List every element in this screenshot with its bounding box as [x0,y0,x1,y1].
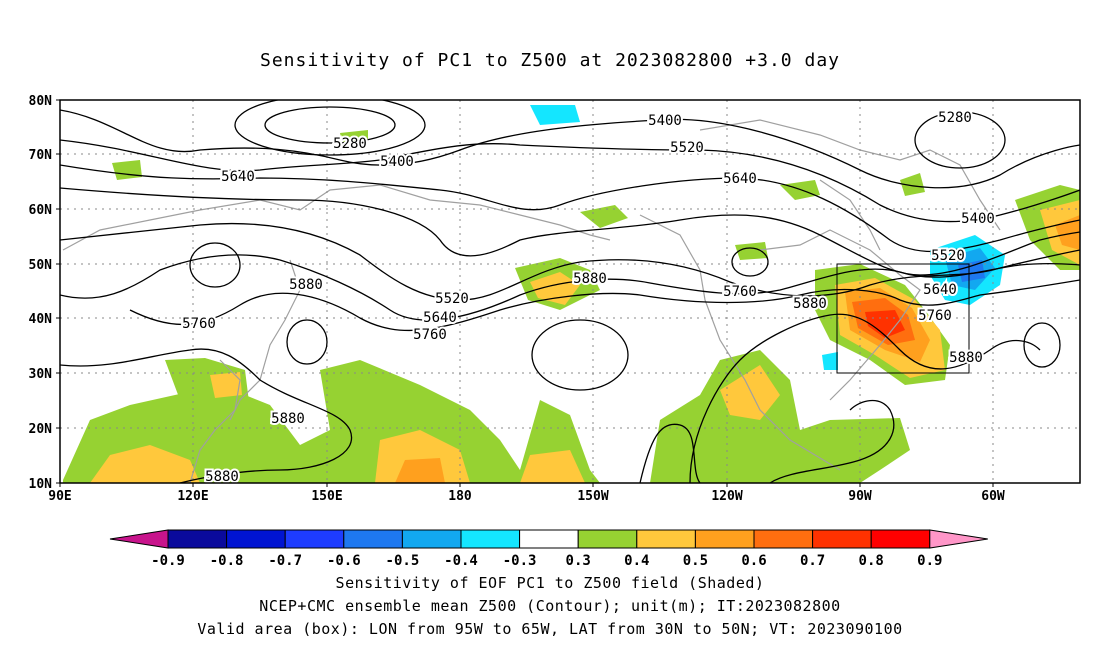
caption-contour: NCEP+CMC ensemble mean Z500 (Contour); u… [259,597,841,615]
contour-labels: 5400 5280 5400 5640 5520 5640 5280 5400 … [180,108,997,487]
z500-contours [60,100,1080,483]
contour-label: 5280 [938,110,972,126]
lon-label: 180 [448,489,472,504]
lon-label: 60W [981,489,1005,504]
lat-label: 30N [29,367,53,382]
lon-axis-labels: 90E 120E 150E 180 150W 120W 90W 60W [48,489,1005,504]
lon-label: 90E [48,489,71,504]
contour-label: 5760 [723,284,757,300]
contour-label: 5400 [380,154,414,170]
lat-label: 40N [29,312,53,327]
colorbar-swatch [167,529,228,549]
lat-label: 50N [29,258,53,273]
colorbar-swatch [577,529,638,549]
contour-label: 5280 [333,136,367,152]
lat-label: 70N [29,148,53,163]
contour-label: 5520 [670,140,704,156]
caption-shaded: Sensitivity of EOF PC1 to Z500 field (Sh… [335,574,765,592]
lat-label: 10N [29,477,53,492]
lon-label: 150W [577,489,608,504]
colorbar-high-extend [929,529,988,549]
contour-label: 5760 [182,316,216,332]
colorbar-swatch [519,529,579,549]
colorbar-label: 0.7 [800,553,825,569]
colorbar-label: -0.3 [503,553,537,569]
lon-label: 90W [848,489,872,504]
contour-label: 5400 [648,113,682,129]
lon-label: 120E [177,489,208,504]
colorbar-label: -0.9 [151,553,185,569]
contour-label: 5880 [205,469,239,485]
colorbar-swatch [284,529,345,549]
colorbar-swatch [226,529,286,549]
colorbar-swatch [636,529,696,549]
sensitivity-shading [63,105,1080,483]
colorbar-low-extend [109,529,169,549]
lon-label: 120W [711,489,742,504]
colorbar-swatch [343,529,403,549]
colorbar-label: -0.5 [386,553,420,569]
colorbar-label: 0.8 [859,553,884,569]
colorbar-label: -0.8 [210,553,244,569]
contour-label: 5520 [435,291,469,307]
colorbar-swatch [694,529,755,549]
colorbar-swatch [753,529,814,549]
contour-label: 5880 [793,296,827,312]
lat-label: 60N [29,203,53,218]
lon-label: 150E [311,489,342,504]
caption-valid-area: Valid area (box): LON from 95W to 65W, L… [197,620,903,638]
contour-label: 5520 [931,248,965,264]
contour-label: 5640 [923,282,957,298]
contour-label: 5760 [413,327,447,343]
colorbar-label: 0.4 [624,553,649,569]
colorbar-label: -0.4 [444,553,478,569]
contour-label: 5640 [221,169,255,185]
contour-label: 5760 [918,308,952,324]
coastlines [62,119,1001,483]
contour-label: 5880 [573,271,607,287]
contour-label: 5640 [423,310,457,326]
colorbar-swatch [812,529,872,549]
lat-label: 80N [29,94,53,109]
contour-label: 5880 [949,350,983,366]
grid-lines [60,100,1080,483]
contour-label: 5880 [271,411,305,427]
contour-label: 5640 [723,171,757,187]
colorbar-swatch [870,529,931,549]
contour-label: 5880 [289,277,323,293]
colorbar-label: -0.6 [327,553,361,569]
colorbar-label: -0.7 [268,553,302,569]
lat-axis-labels: 80N 70N 60N 50N 40N 30N 20N 10N [29,94,53,492]
colorbar-label: 0.3 [566,553,591,569]
contour-label: 5400 [961,211,995,227]
lat-label: 20N [29,422,53,437]
valid-area-box [836,263,970,374]
colorbar-swatch [460,529,521,549]
colorbar-label: 0.5 [683,553,708,569]
colorbar-label: 0.6 [741,553,766,569]
colorbar-label: 0.9 [917,553,942,569]
figure-title: Sensitivity of PC1 to Z500 at 2023082800… [259,50,840,71]
map-frame [59,99,1081,484]
colorbar-swatch [401,529,462,549]
colorbar: -0.9 -0.8 -0.7 -0.6 -0.5 -0.4 -0.3 0.3 0.4 0.5 0.6… [109,529,988,569]
